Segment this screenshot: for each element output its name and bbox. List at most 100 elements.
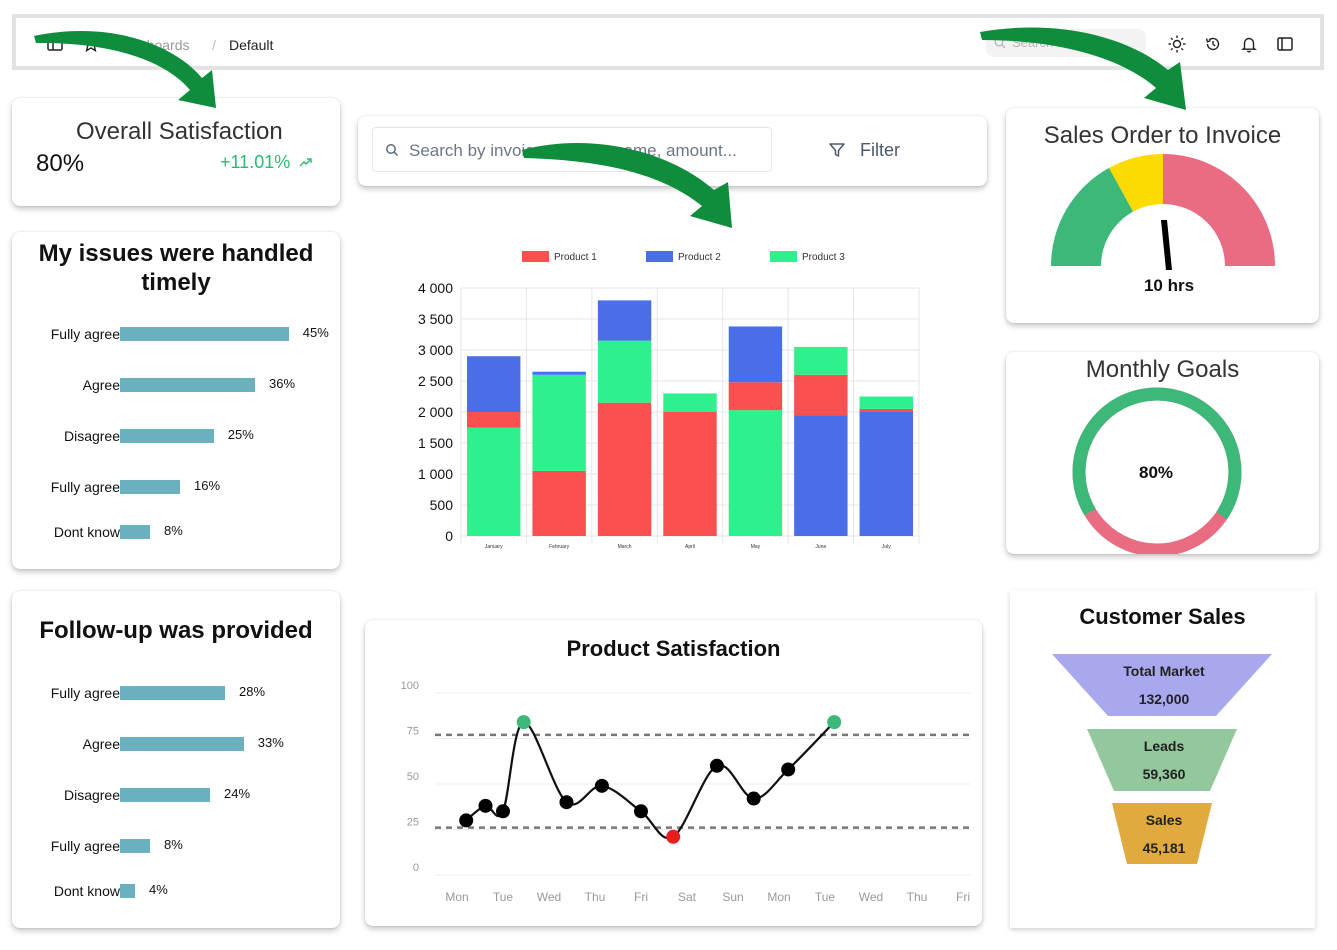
bar-value: 45% <box>302 325 329 340</box>
x-tick-label: Thu <box>585 890 606 904</box>
x-tick-label: Wed <box>537 890 561 904</box>
legend-swatch <box>770 251 797 262</box>
x-tick-label: January <box>485 544 503 550</box>
invoice-search-input[interactable]: Search by invoice number, name, amount..… <box>372 127 772 172</box>
search-input[interactable]: Search <box>986 29 1146 57</box>
bar-segment <box>794 374 848 416</box>
bar-label: Fully agree <box>50 685 120 701</box>
bar-row: Agree 33% <box>12 734 342 754</box>
filter-icon <box>829 143 845 157</box>
overall-satisfaction-card: Overall Satisfaction 80% +11.01% <box>12 98 340 206</box>
data-point[interactable] <box>827 715 842 730</box>
bell-icon[interactable] <box>1240 35 1258 53</box>
x-tick-label: Mon <box>767 890 790 904</box>
funnel-stage-value: 45,181 <box>1143 840 1186 856</box>
donut-progress <box>1072 387 1242 554</box>
issues-handled-card: My issues were handled timely Fully agre… <box>12 232 340 569</box>
history-icon[interactable] <box>1204 35 1222 53</box>
bar-segment <box>728 410 783 536</box>
bar-value: 8% <box>164 523 183 538</box>
bar-segment <box>728 326 783 383</box>
x-tick-label: July <box>882 544 891 550</box>
gauge-segment <box>1051 167 1134 266</box>
y-tick-label: 500 <box>430 497 454 513</box>
data-point[interactable] <box>666 829 681 844</box>
top-bar: Dashboards / Default Search <box>12 14 1324 70</box>
bar-row: Disagree 25% <box>12 426 342 446</box>
data-point[interactable] <box>478 798 493 813</box>
product-satisfaction-line-chart: 0 25 50 75 100 Mon Tue Wed Thu Fri Sat Sun Mon Tue Wed… <box>401 680 971 904</box>
data-point[interactable] <box>559 795 574 810</box>
product-satisfaction-card: Product Satisfaction 0 25 50 75 100 Mon Tue Wed… <box>365 620 982 926</box>
sales-order-gauge <box>1051 154 1275 270</box>
bar-fill <box>120 480 180 494</box>
data-point[interactable] <box>709 758 724 773</box>
bar-segment <box>467 356 521 412</box>
search-icon <box>386 144 399 157</box>
panel-toggle-icon[interactable] <box>1276 35 1294 53</box>
data-point[interactable] <box>781 762 796 777</box>
data-point[interactable] <box>746 791 761 806</box>
y-tick-label: 0 <box>413 862 419 874</box>
overall-satisfaction-value: 80% <box>36 150 85 177</box>
star-icon[interactable] <box>82 35 100 53</box>
bar-fill <box>120 378 255 392</box>
overall-satisfaction-change: +11.01% <box>220 152 291 172</box>
bar-fill <box>120 788 210 802</box>
y-tick-label: 0 <box>445 528 453 544</box>
series-line <box>465 721 835 840</box>
y-tick-label: 1 500 <box>418 435 453 451</box>
customer-sales-funnel: Total Market 132,000 Leads 59,360 Sales 45,18… <box>1052 654 1272 864</box>
followup-title: Follow-up was provided <box>39 617 313 644</box>
y-tick-label: 50 <box>407 771 419 783</box>
bar-row: Fully agree 8% <box>12 836 342 856</box>
data-point[interactable] <box>634 804 648 819</box>
data-point[interactable] <box>496 804 510 819</box>
funnel-stage <box>1052 654 1272 716</box>
y-tick-label: 100 <box>401 680 419 692</box>
y-tick-label: 75 <box>407 726 419 738</box>
data-point[interactable] <box>594 778 609 793</box>
legend-label: Product 1 <box>554 252 597 263</box>
bar-row: Dont know 4% <box>12 881 342 901</box>
issues-handled-title-line1: My issues were handled <box>38 240 314 267</box>
bar-segment <box>859 412 913 536</box>
bar-row: Fully agree 45% <box>12 324 342 344</box>
bar-value: 28% <box>239 684 266 699</box>
y-tick-label: 2 500 <box>418 373 453 389</box>
bar-segment <box>597 402 652 536</box>
bar-value: 24% <box>224 786 251 801</box>
monthly-goals-card: Monthly Goals 80% <box>1006 352 1319 554</box>
y-tick-label: 2 000 <box>418 404 453 420</box>
filter-label: Filter <box>860 140 900 160</box>
bar-value: 25% <box>227 427 254 442</box>
bar-value: 4% <box>149 882 168 897</box>
bar-segment <box>728 382 783 411</box>
bar-value: 16% <box>194 478 221 493</box>
data-point[interactable] <box>516 715 531 730</box>
x-tick-label: Tue <box>815 890 836 904</box>
bar-fill <box>120 884 135 898</box>
bar-value: 36% <box>269 376 296 391</box>
x-tick-label: May <box>751 544 761 550</box>
filter-button[interactable]: Filter <box>828 138 908 164</box>
bar-fill <box>120 429 214 443</box>
theme-toggle-icon[interactable] <box>1168 35 1186 53</box>
x-tick-label: April <box>685 544 695 550</box>
bar-segment <box>532 470 586 536</box>
sidebar-toggle-icon[interactable] <box>46 35 64 53</box>
x-tick-label: Thu <box>907 890 928 904</box>
funnel-stage-label: Total Market <box>1123 663 1205 679</box>
x-tick-label: Sat <box>678 890 697 904</box>
bar-segment <box>663 393 717 412</box>
gauge-needle <box>1161 220 1172 270</box>
x-tick-label: March <box>618 544 632 550</box>
data-point[interactable] <box>459 813 474 828</box>
bar-label: Dont know <box>53 524 120 540</box>
x-tick-label: February <box>549 544 570 550</box>
monthly-goals-value: 80% <box>1138 463 1174 482</box>
funnel-stage-value: 59,360 <box>1143 766 1186 782</box>
x-tick-label: Tue <box>493 890 514 904</box>
breadcrumb-parent[interactable]: Dashboards <box>114 37 190 53</box>
bar-segment <box>467 427 521 536</box>
